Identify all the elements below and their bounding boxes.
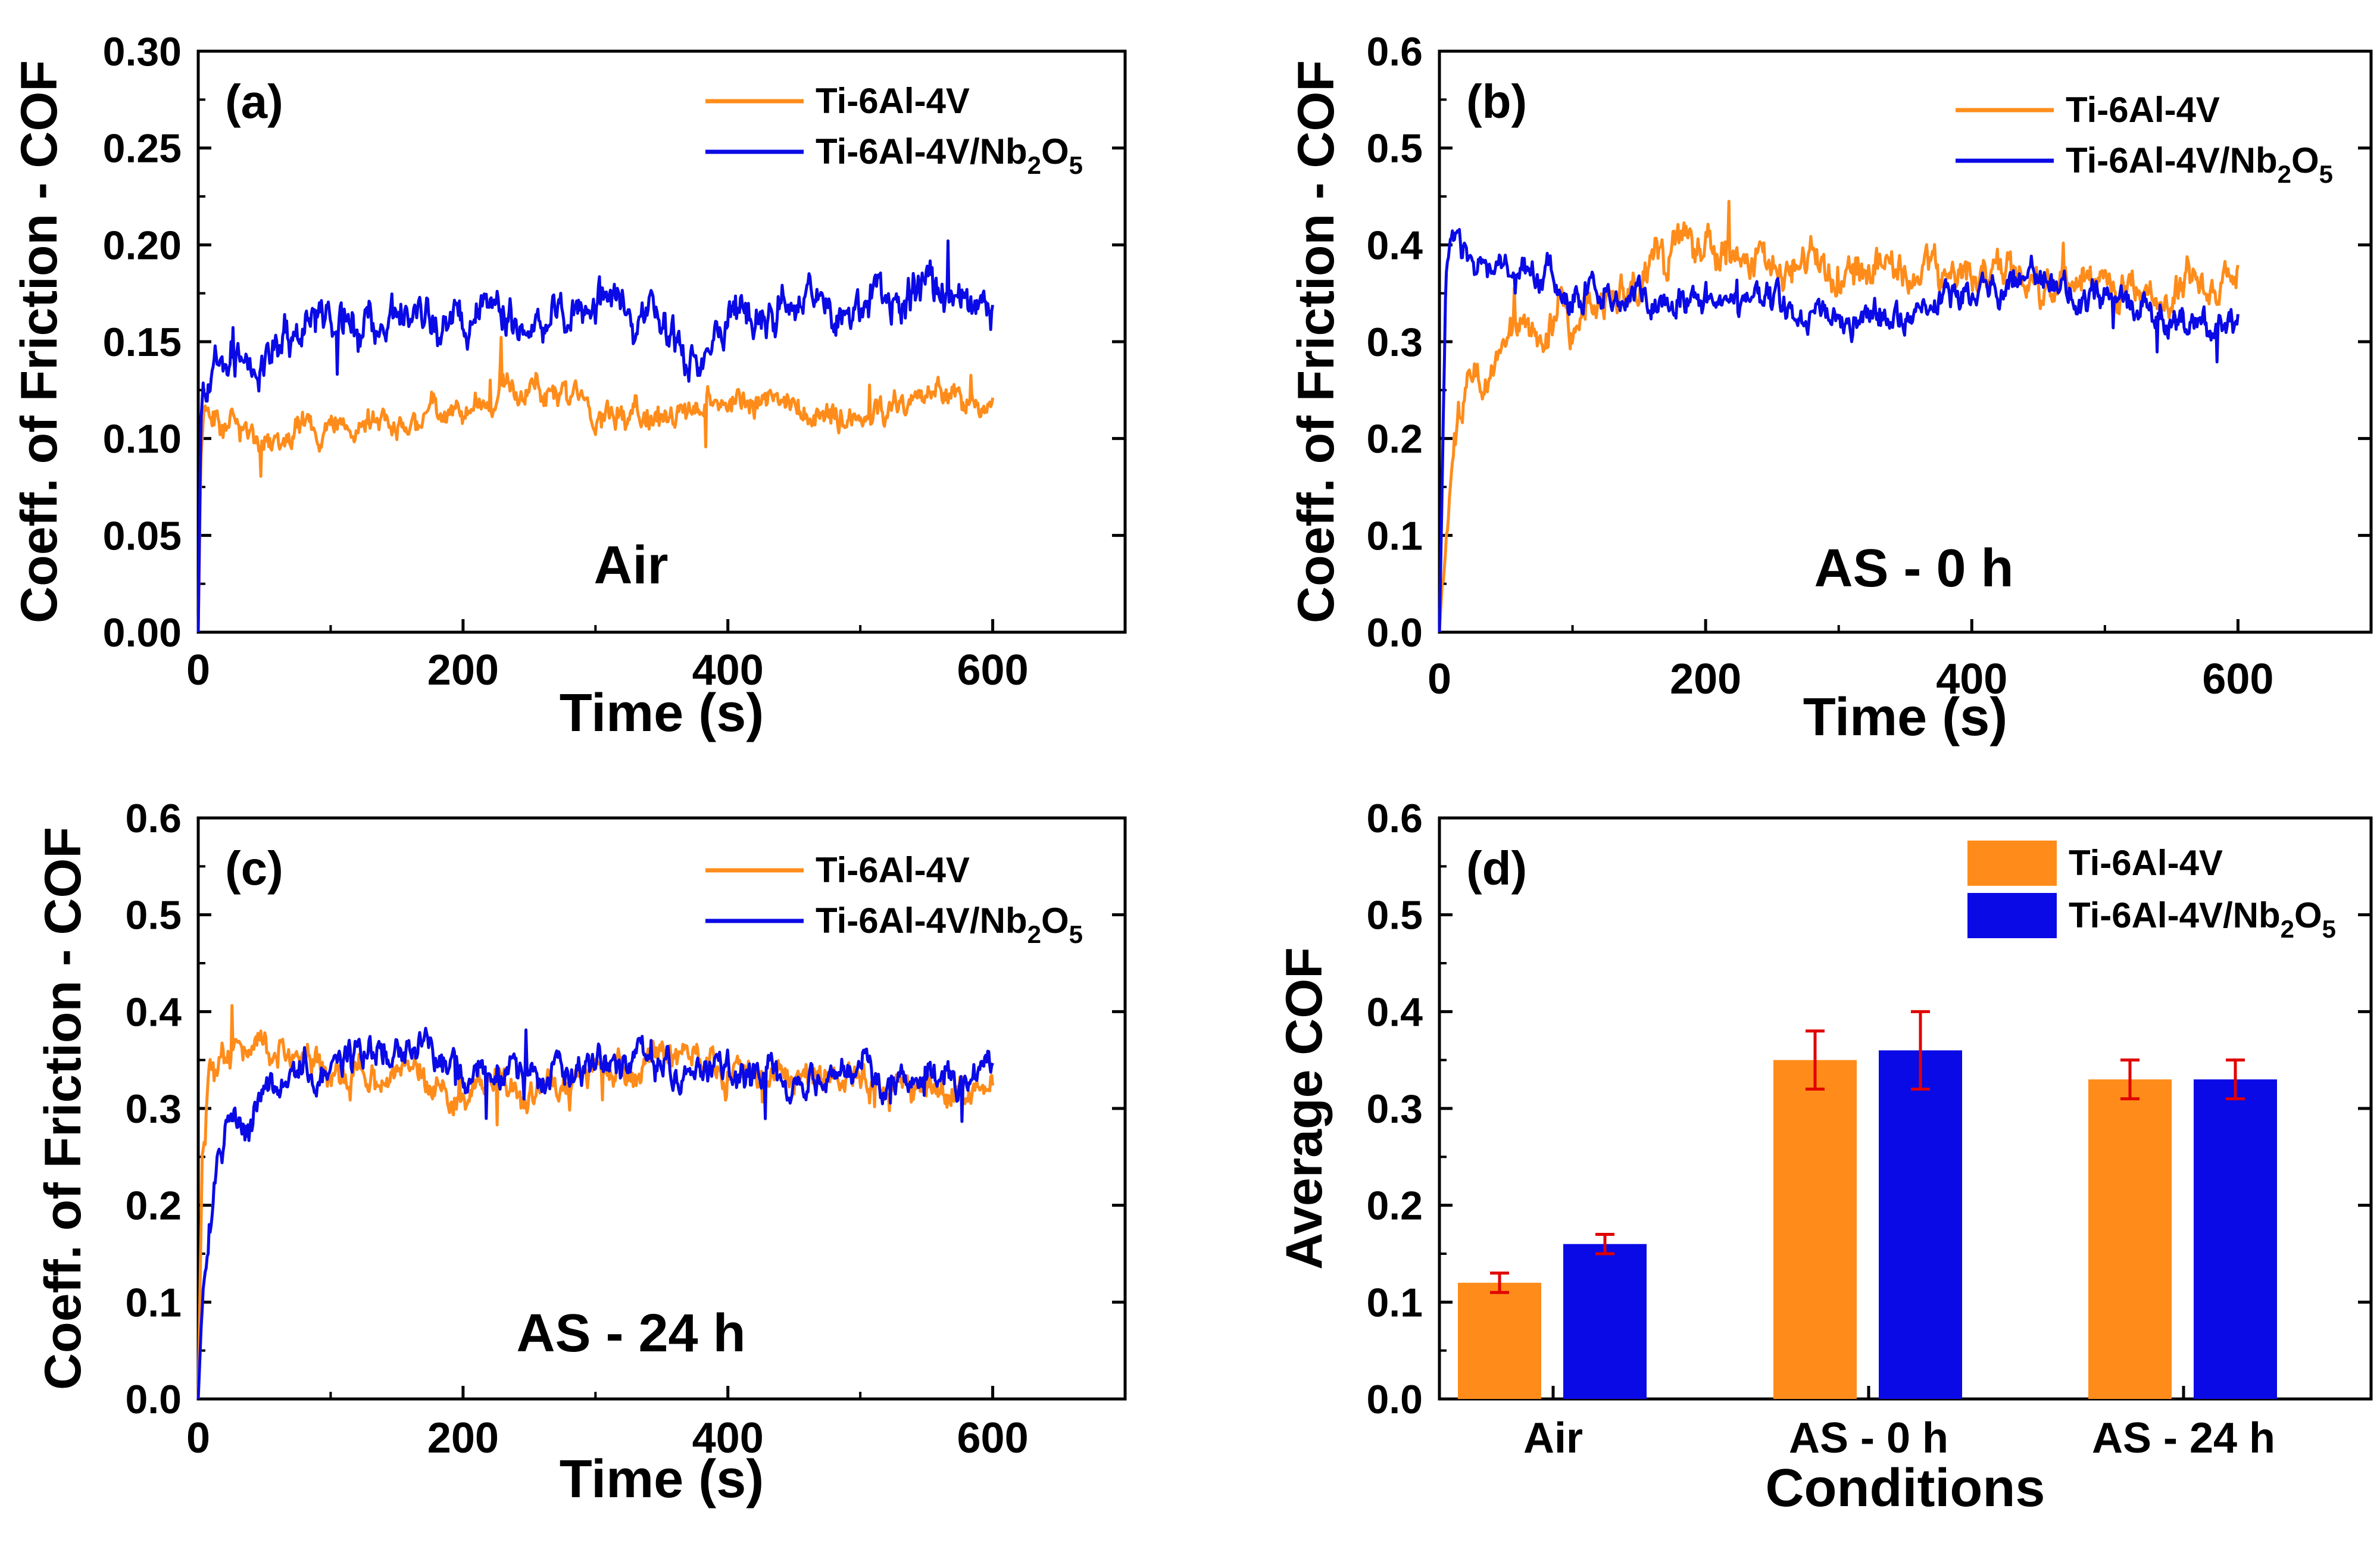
- bar-nb2o5-2: [2194, 1079, 2277, 1399]
- panel-d: 0.0 0.1 0.2 0.3 0.4 0.5 0.6 Average COF Conditio…: [1276, 796, 2373, 1518]
- bar-ti64-0: [1458, 1282, 1541, 1399]
- panel-c: 0.0 0.1 0.2 0.3 0.4 0.5 0.6 Coeff. of Friction …: [35, 796, 1127, 1509]
- legend-label: Ti-6Al-4V: [816, 850, 970, 890]
- series-line-ti64: [196, 336, 995, 633]
- panel-label: (a): [225, 75, 283, 128]
- bar-nb2o5-1: [1879, 1050, 1962, 1399]
- series-line-ti64: [1438, 199, 2240, 633]
- legend-label: Ti-6Al-4V/Nb2O5: [816, 901, 1083, 948]
- bar-ti64-2: [2088, 1079, 2172, 1399]
- category-label: Air: [1523, 1414, 1583, 1462]
- panel-label: (d): [1466, 842, 1527, 895]
- y-axis-label: Coeff. of Friction - COF: [1288, 60, 1345, 623]
- y-tick-label: 0.0: [1366, 1377, 1423, 1422]
- series-line-nb2o5: [1438, 227, 2240, 633]
- x-tick-label: 600: [2202, 655, 2273, 703]
- y-tick-label: 0.0: [1366, 610, 1423, 655]
- y-tick-label: 0.1: [125, 1280, 182, 1325]
- panel-b: 0.0 0.1 0.2 0.3 0.4 0.5 0.6 Coeff. of Friction …: [1288, 29, 2373, 747]
- y-tick-label: 0.2: [125, 1183, 182, 1229]
- y-tick-label: 0.10: [103, 417, 182, 462]
- error-bar: [1806, 1029, 1825, 1091]
- condition-annotation: AS - 0 h: [1814, 539, 2013, 598]
- y-tick-label: 0.3: [125, 1086, 182, 1132]
- panel-label: (b): [1466, 75, 1527, 128]
- y-tick-label: 0.4: [1366, 223, 1423, 268]
- x-tick-label: 200: [427, 646, 499, 694]
- error-bar: [2226, 1058, 2245, 1101]
- error-bar: [1490, 1272, 1509, 1294]
- error-bar: [1595, 1232, 1614, 1255]
- y-tick-label: 0.3: [1366, 1086, 1423, 1132]
- y-tick-label: 0.5: [1366, 893, 1423, 938]
- bar-ti64-1: [1773, 1060, 1857, 1399]
- y-tick-label: 0.15: [103, 320, 182, 365]
- x-tick-label: 200: [427, 1414, 499, 1462]
- panel-a: 0.00 0.05 0.10 0.15 0.20 0.25 0.30 Coeff. of Fr…: [11, 29, 1127, 743]
- x-tick-label: 200: [1670, 655, 1741, 703]
- legend-label: Ti-6Al-4V: [816, 81, 970, 121]
- x-axis-label: Time (s): [560, 683, 764, 743]
- y-tick-label: 0.00: [103, 610, 182, 655]
- legend-swatch: [1967, 841, 2057, 886]
- series-line-nb2o5: [196, 1026, 994, 1400]
- condition-annotation: AS - 24 h: [516, 1304, 745, 1363]
- series-line-nb2o5: [196, 239, 995, 633]
- x-tick-label: 0: [186, 646, 210, 694]
- y-tick-label: 0.05: [103, 513, 182, 558]
- legend-label: Ti-6Al-4V: [2066, 90, 2220, 130]
- y-tick-label: 0.5: [1366, 126, 1423, 171]
- y-tick-label: 0.2: [1366, 417, 1423, 462]
- x-axis-label: Time (s): [1803, 688, 2007, 747]
- y-tick-label: 0.20: [103, 223, 182, 268]
- bar-nb2o5-0: [1563, 1244, 1647, 1399]
- y-tick-label: 0.30: [103, 29, 182, 74]
- y-tick-label: 0.25: [103, 126, 182, 171]
- y-tick-label: 0.0: [125, 1377, 182, 1422]
- y-tick-label: 0.1: [1366, 513, 1423, 558]
- y-tick-label: 0.3: [1366, 320, 1423, 365]
- x-axis-label: Time (s): [560, 1450, 764, 1509]
- x-axis-label: Conditions: [1766, 1458, 2045, 1518]
- y-tick-label: 0.4: [125, 989, 182, 1035]
- y-tick-label: 0.5: [125, 893, 182, 938]
- y-axis-label: Coeff. of Friction - COF: [11, 60, 68, 623]
- category-label: AS - 0 h: [1789, 1414, 1948, 1462]
- y-tick-label: 0.2: [1366, 1183, 1423, 1229]
- legend-label: Ti-6Al-4V: [2069, 843, 2223, 883]
- y-tick-label: 0.6: [125, 796, 182, 841]
- x-tick-label: 400: [692, 646, 764, 694]
- x-tick-label: 600: [957, 1414, 1029, 1462]
- y-tick-label: 0.1: [1366, 1280, 1423, 1325]
- legend-label: Ti-6Al-4V/Nb2O5: [2066, 140, 2333, 188]
- y-tick-label: 0.4: [1366, 989, 1423, 1035]
- legend-swatch: [1967, 893, 2057, 938]
- panel-label: (c): [225, 842, 283, 895]
- category-label: AS - 24 h: [2092, 1414, 2275, 1462]
- condition-annotation: Air: [594, 536, 668, 595]
- legend-label: Ti-6Al-4V/Nb2O5: [816, 132, 1083, 179]
- x-tick-label: 400: [692, 1414, 764, 1462]
- error-bar: [1911, 1010, 1930, 1091]
- y-tick-label: 0.6: [1366, 29, 1423, 74]
- y-axis-label: Average COF: [1276, 947, 1333, 1270]
- x-tick-label: 400: [1936, 655, 2007, 703]
- x-tick-label: 0: [1428, 655, 1451, 703]
- y-tick-label: 0.6: [1366, 796, 1423, 841]
- y-axis-label: Coeff. of Friction - COF: [35, 827, 92, 1390]
- error-bar: [2120, 1058, 2139, 1101]
- x-tick-label: 600: [957, 646, 1029, 694]
- x-tick-label: 0: [186, 1414, 210, 1462]
- legend-label: Ti-6Al-4V/Nb2O5: [2069, 895, 2336, 943]
